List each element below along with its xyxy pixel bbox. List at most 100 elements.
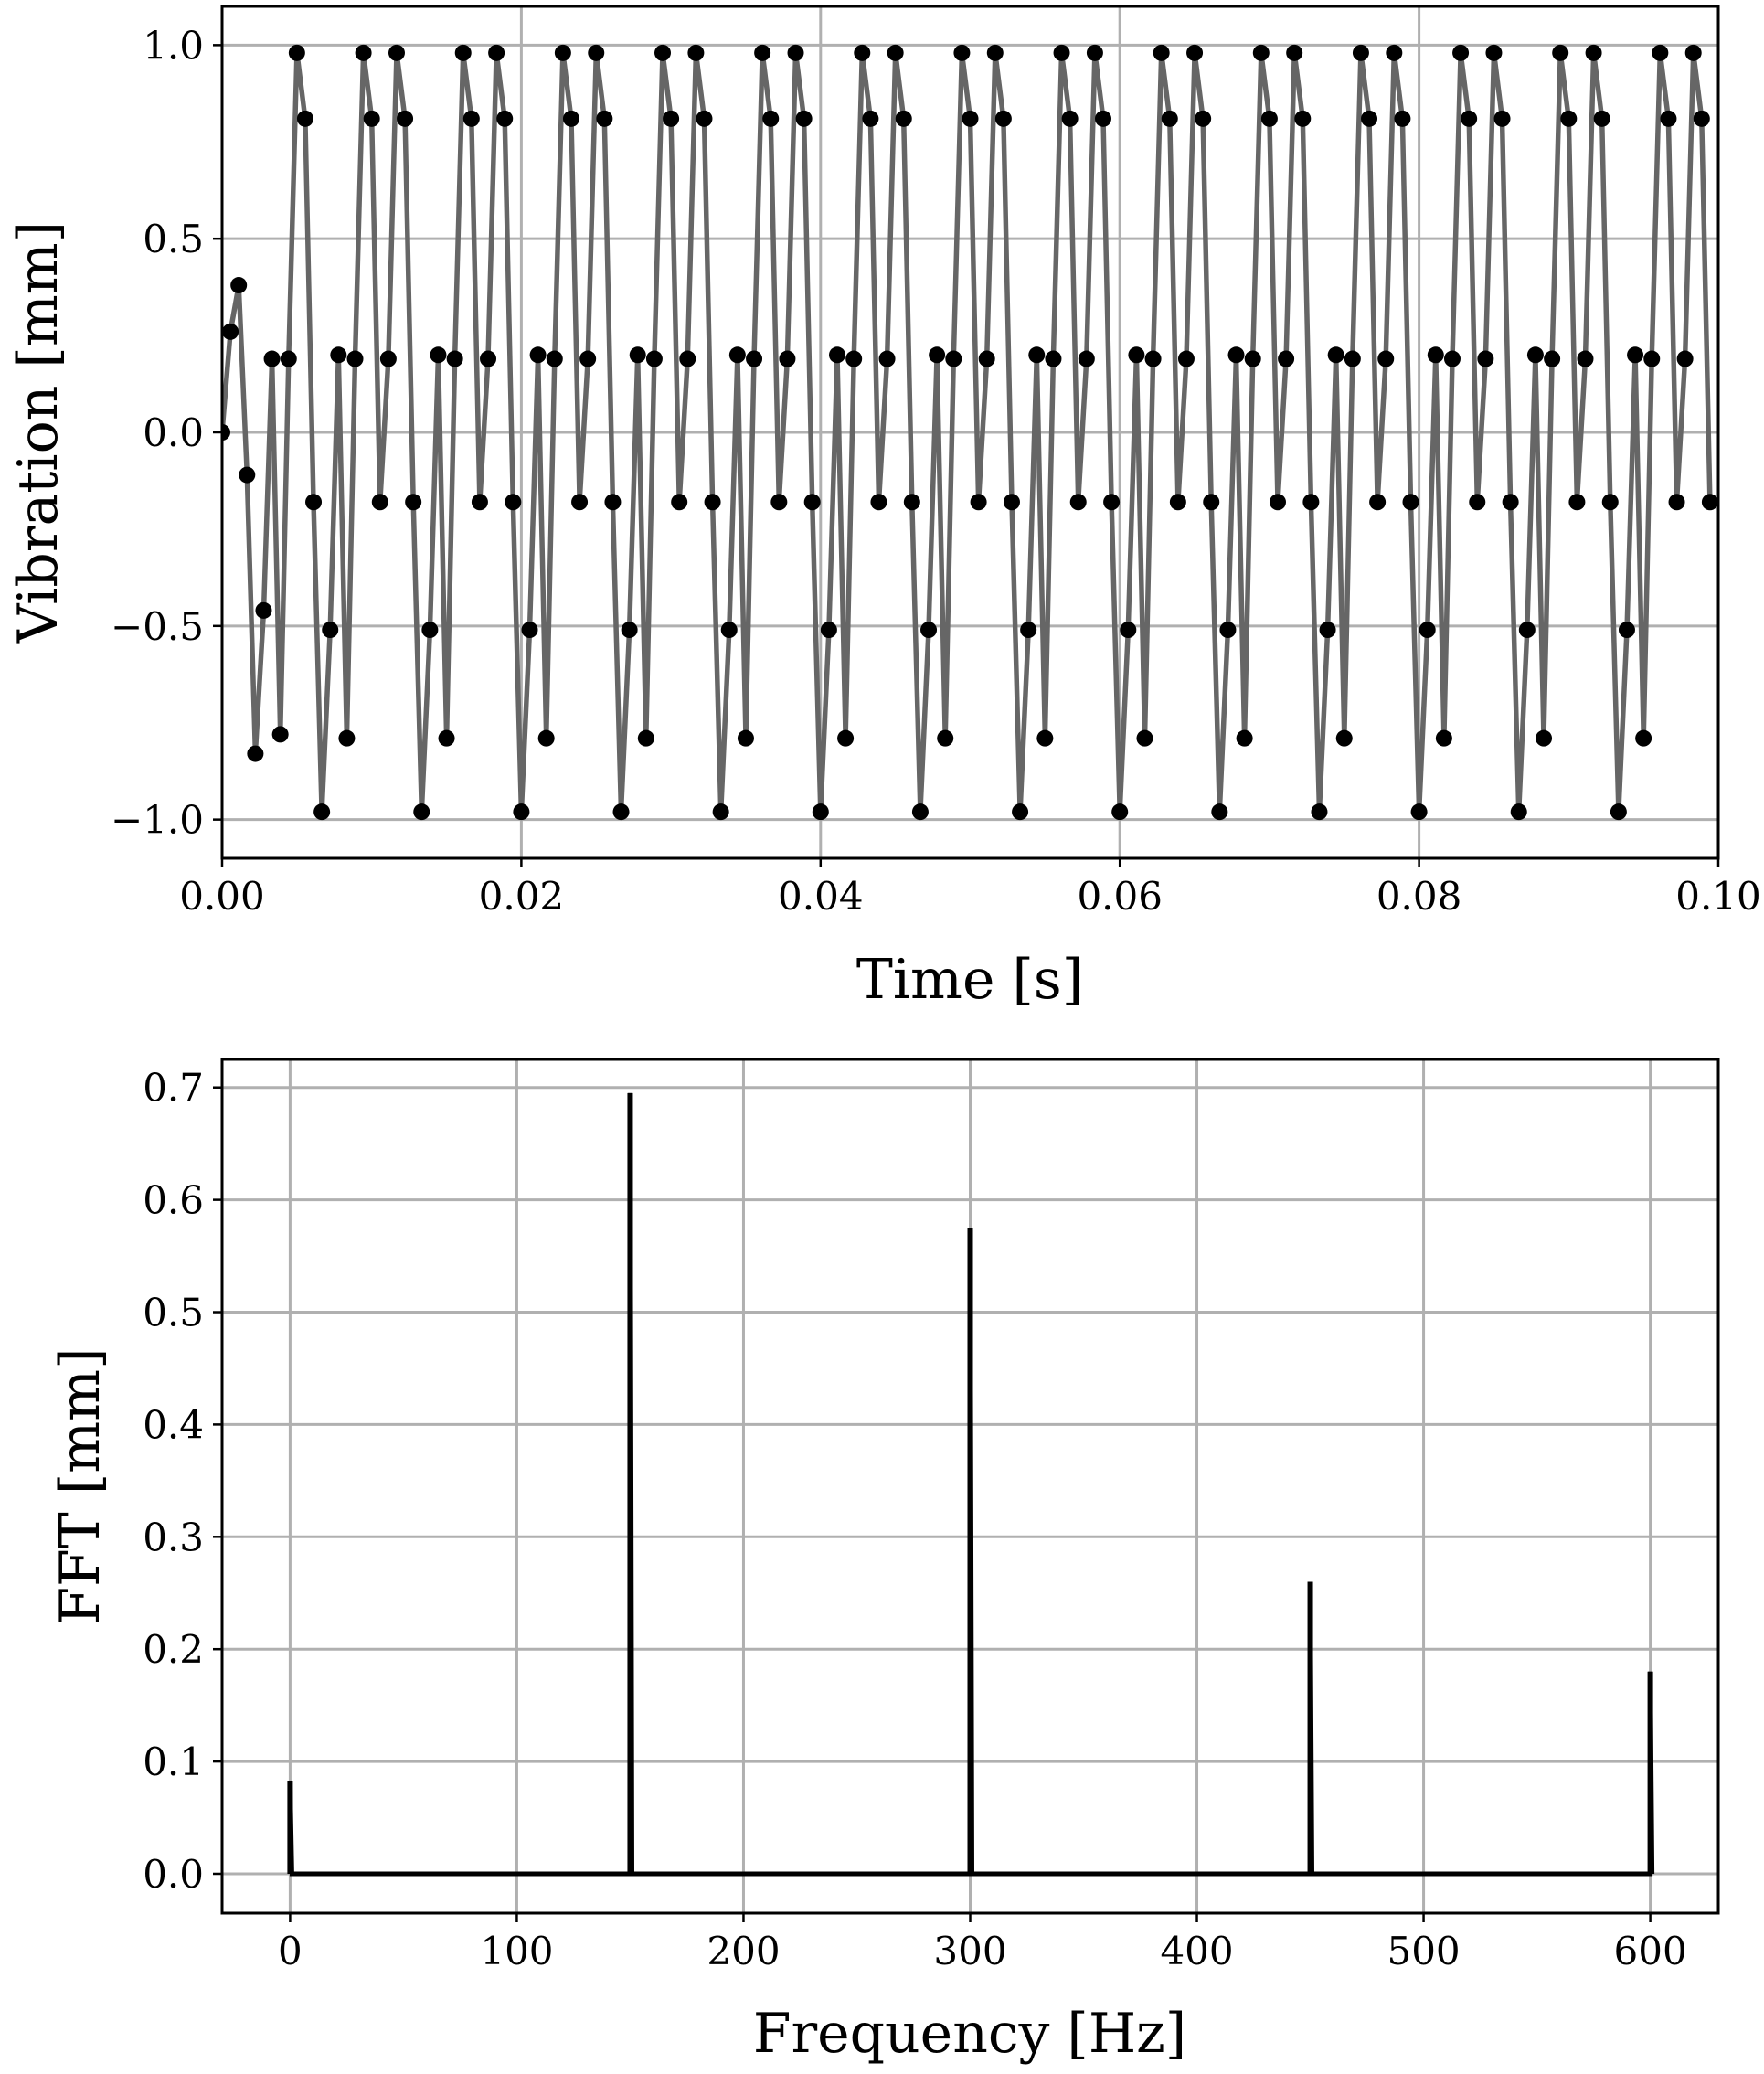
vibration-point [762, 110, 780, 127]
fft-x-tick-label: 500 [1387, 1929, 1460, 1973]
vibration-point [1153, 44, 1170, 61]
vibration-point [986, 44, 1004, 61]
vibration-point [994, 110, 1012, 127]
vibration-point [1036, 729, 1054, 747]
vibration-point [379, 350, 397, 367]
vibration-point [571, 494, 589, 511]
vibration-point [371, 494, 388, 511]
vibration-point [937, 729, 954, 747]
vibration-point [1552, 44, 1569, 61]
vibration-point [363, 110, 380, 127]
vibration-point [645, 350, 663, 367]
vibration-point [1701, 494, 1718, 511]
vibration-point [696, 110, 713, 127]
vibration-point [663, 110, 680, 127]
time-y-tick-label: 0.5 [143, 217, 204, 261]
vibration-point [388, 44, 405, 61]
vibration-point [1618, 622, 1635, 639]
vibration-point [1061, 110, 1079, 127]
vibration-point [529, 346, 547, 364]
fft-series [287, 1092, 1655, 1877]
vibration-point [612, 803, 630, 821]
vibration-point [1227, 346, 1245, 364]
vibration-point [255, 601, 272, 619]
vibration-point [338, 729, 356, 747]
time-x-tick-label: 0.00 [179, 874, 265, 919]
vibration-line [222, 50, 1713, 814]
vibration-point [945, 350, 962, 367]
vibration-point [496, 110, 514, 127]
vibration-point [1652, 44, 1669, 61]
vibration-point [828, 346, 845, 364]
vibration-point [1510, 803, 1527, 821]
vibration-point [779, 350, 796, 367]
time-y-tick-label: −1.0 [111, 798, 204, 843]
vibration-point [513, 803, 530, 821]
vibration-point [1302, 494, 1320, 511]
vibration-point [1461, 110, 1478, 127]
vibration-point [637, 729, 654, 747]
time-x-tick-label: 0.06 [1077, 874, 1163, 919]
vibration-point [1402, 494, 1419, 511]
time-x-tick-label: 0.02 [479, 874, 565, 919]
time-x-tick-label: 0.10 [1675, 874, 1761, 919]
vibration-point [247, 745, 264, 762]
vibration-point [1668, 494, 1685, 511]
vibration-point [1020, 622, 1037, 639]
fft-x-tick-label: 0 [278, 1929, 303, 1973]
vibration-point [679, 350, 696, 367]
vibration-point [1693, 110, 1710, 127]
vibration-point [1410, 803, 1428, 821]
vibration-point [1427, 346, 1444, 364]
vibration-point [454, 44, 472, 61]
vibration-point [820, 622, 837, 639]
vibration-point [596, 110, 613, 127]
vibration-point [1419, 622, 1436, 639]
vibration-point [1560, 110, 1578, 127]
vibration-point [1294, 110, 1312, 127]
vibration-point [1053, 44, 1070, 61]
vibration-point [305, 494, 323, 511]
vibration-point [1045, 350, 1062, 367]
fft-y-tick-label: 0.3 [143, 1515, 204, 1559]
vibration-point [430, 346, 447, 364]
vibration-point [1369, 494, 1387, 511]
vibration-point [754, 44, 771, 61]
vibration-point [1069, 494, 1087, 511]
vibration-point [1211, 803, 1228, 821]
fft-y-tick-label: 0.1 [143, 1739, 204, 1784]
fft-chart: 0 100 200 300 400 500 600 0.0 0.1 0.2 0.3 0.4 0.5 0.6… [48, 1058, 1720, 2066]
vibration-point [588, 44, 605, 61]
vibration-point [1078, 350, 1095, 367]
vibration-point [1352, 44, 1369, 61]
vibration-point [1319, 622, 1336, 639]
vibration-point [222, 424, 230, 441]
fft-y-tick-label: 0.5 [143, 1291, 204, 1335]
vibration-point [1469, 494, 1486, 511]
fft-x-axis-label: Frequency [Hz] [753, 2002, 1186, 2066]
vibration-point [1386, 44, 1403, 61]
vibration-point [1502, 494, 1519, 511]
vibration-point [405, 494, 422, 511]
vibration-point [1311, 803, 1328, 821]
vibration-point [704, 494, 721, 511]
fft-line [287, 1092, 1655, 1877]
vibration-point [911, 803, 929, 821]
vibration-point [1435, 729, 1452, 747]
vibration-point [263, 350, 281, 367]
vibration-point [1443, 350, 1461, 367]
vibration-point [1526, 346, 1544, 364]
vibration-point [288, 44, 305, 61]
vibration-point [1518, 622, 1536, 639]
vibration-point [1186, 44, 1204, 61]
vibration-point [737, 729, 754, 747]
vibration-point [1144, 350, 1162, 367]
vibration-series [222, 44, 1718, 821]
vibration-point [346, 350, 364, 367]
vibration-point [488, 44, 505, 61]
fft-y-axis-label: FFT [mm] [48, 1348, 112, 1625]
vibration-point [438, 729, 455, 747]
vibration-point [313, 803, 331, 821]
vibration-point [1252, 44, 1270, 61]
